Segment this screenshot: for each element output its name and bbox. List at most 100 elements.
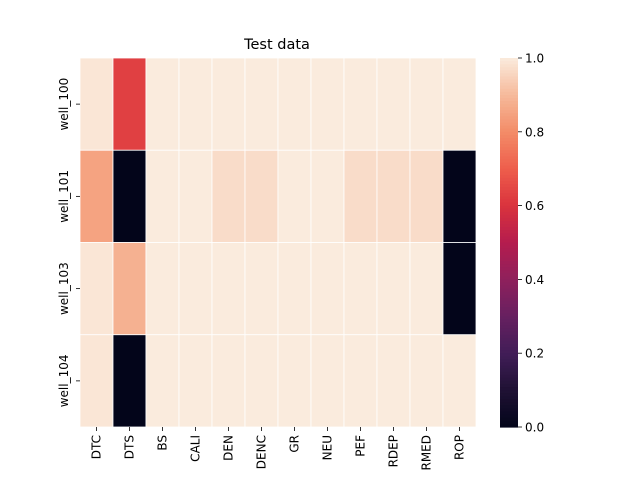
colorbar-segment [500,233,518,237]
y-tick-label: well_101 [57,170,71,223]
colorbar-segment [500,408,518,413]
chart-title: Test data [243,37,310,53]
colorbar-segment [500,199,518,204]
heatmap-cell-well_101-RDEP [376,149,411,243]
colorbar-segment [500,70,518,74]
heatmap-cell-well_103-GR [277,242,312,336]
colorbar-segment [500,230,518,234]
colorbar-segment [500,380,518,385]
colorbar-segment [500,371,518,376]
colorbar-tick-label: 0.6 [525,199,544,213]
colorbar-segment [500,91,518,96]
heatmap-cell-well_101-DENC [244,149,279,243]
heatmap-cell-well_103-ROP [442,242,477,336]
colorbar-segment [500,313,518,317]
colorbar-segment [500,319,518,324]
colorbar-segment [500,205,518,210]
colorbar-segment [500,254,518,259]
colorbar-segment [500,417,518,422]
colorbar: 0.0 0.2 0.4 0.6 0.8 1.0 [500,52,544,435]
colorbar-segment [500,377,518,382]
colorbar-segment [500,276,518,280]
colorbar-segment [500,168,518,173]
colorbar-segment [500,79,518,84]
x-tick-label: RDEP [387,435,401,467]
heatmap-cell-well_100-RMED [409,57,444,151]
colorbar-segment [500,414,518,419]
colorbar-segment [500,73,518,78]
colorbar-segment [500,76,518,81]
heatmap-cell-well_100-DTC [79,57,114,151]
colorbar-segment [500,165,518,170]
colorbar-segment [500,128,518,133]
x-tick-label: CALI [189,435,203,462]
x-tick-label: BS [156,435,170,451]
x-tick-label: DEN [222,435,236,461]
heatmap-cell-well_104-DTS [112,334,147,428]
colorbar-segment [500,347,518,351]
colorbar-segment [500,310,518,314]
heatmap-cell-well_101-NEU [310,149,345,243]
heatmap-cell-well_103-DTS [112,242,147,336]
colorbar-segment [500,288,518,293]
colorbar-segment [500,420,518,425]
colorbar-segment [500,224,518,228]
colorbar-segment [500,267,518,271]
colorbar-segment [500,119,518,124]
colorbar-segment [500,368,518,373]
colorbar-segment [500,159,518,164]
colorbar-segment [500,162,518,167]
colorbar-segment [500,322,518,327]
colorbar-segment [500,402,518,407]
x-tick-label: RMED [420,435,434,471]
colorbar-segment [500,294,518,299]
colorbar-segment [500,334,518,339]
heatmap-cell-well_104-CALI [178,334,213,428]
colorbar-segment [500,202,518,207]
colorbar-segment [500,257,518,262]
colorbar-segment [500,211,518,216]
colorbar-segment [500,177,518,182]
colorbar-segment [500,297,518,302]
colorbar-tick-label: 0.4 [525,273,544,287]
heatmap-cell-well_104-DEN [211,334,246,428]
colorbar-segment [500,144,518,148]
heatmap-cell-well_100-DEN [211,57,246,151]
colorbar-segment [500,58,518,62]
heatmap-cell-well_100-DENC [244,57,279,151]
colorbar-segment [500,350,518,354]
y-axis: well_100 well_101 well_103 well_104 [57,78,80,407]
colorbar-segment [500,359,518,364]
colorbar-segment [500,316,518,320]
colorbar-segment [500,150,518,154]
colorbar-segment [500,125,518,130]
y-tick-label: well_100 [57,78,71,131]
colorbar-segment [500,423,518,428]
x-tick-label: NEU [321,435,335,460]
heatmap-cell-well_100-PEF [343,57,378,151]
heatmap-cell-well_103-BS [145,242,180,336]
colorbar-segment [500,137,518,142]
heatmap-cell-well_104-DENC [244,334,279,428]
colorbar-segment [500,134,518,139]
colorbar-segment [500,187,518,191]
heatmap-cell-well_103-PEF [343,242,378,336]
colorbar-segment [500,64,518,68]
colorbar-segment [500,405,518,410]
colorbar-tick-label: 1.0 [525,52,544,66]
colorbar-segment [500,390,518,394]
x-tick-label: ROP [453,435,467,460]
heatmap-cell-well_100-BS [145,57,180,151]
colorbar-segment [500,374,518,379]
colorbar-segment [500,393,518,397]
heatmap-cell-well_101-DEN [211,149,246,243]
colorbar-segment [500,300,518,305]
colorbar-segment [500,251,518,256]
colorbar-segment [500,174,518,179]
heatmap-cell-well_101-DTS [112,149,147,243]
colorbar-segment [500,217,518,222]
colorbar-segment [500,153,518,157]
heatmap-cell-well_104-GR [277,334,312,428]
colorbar-segment [500,61,518,65]
